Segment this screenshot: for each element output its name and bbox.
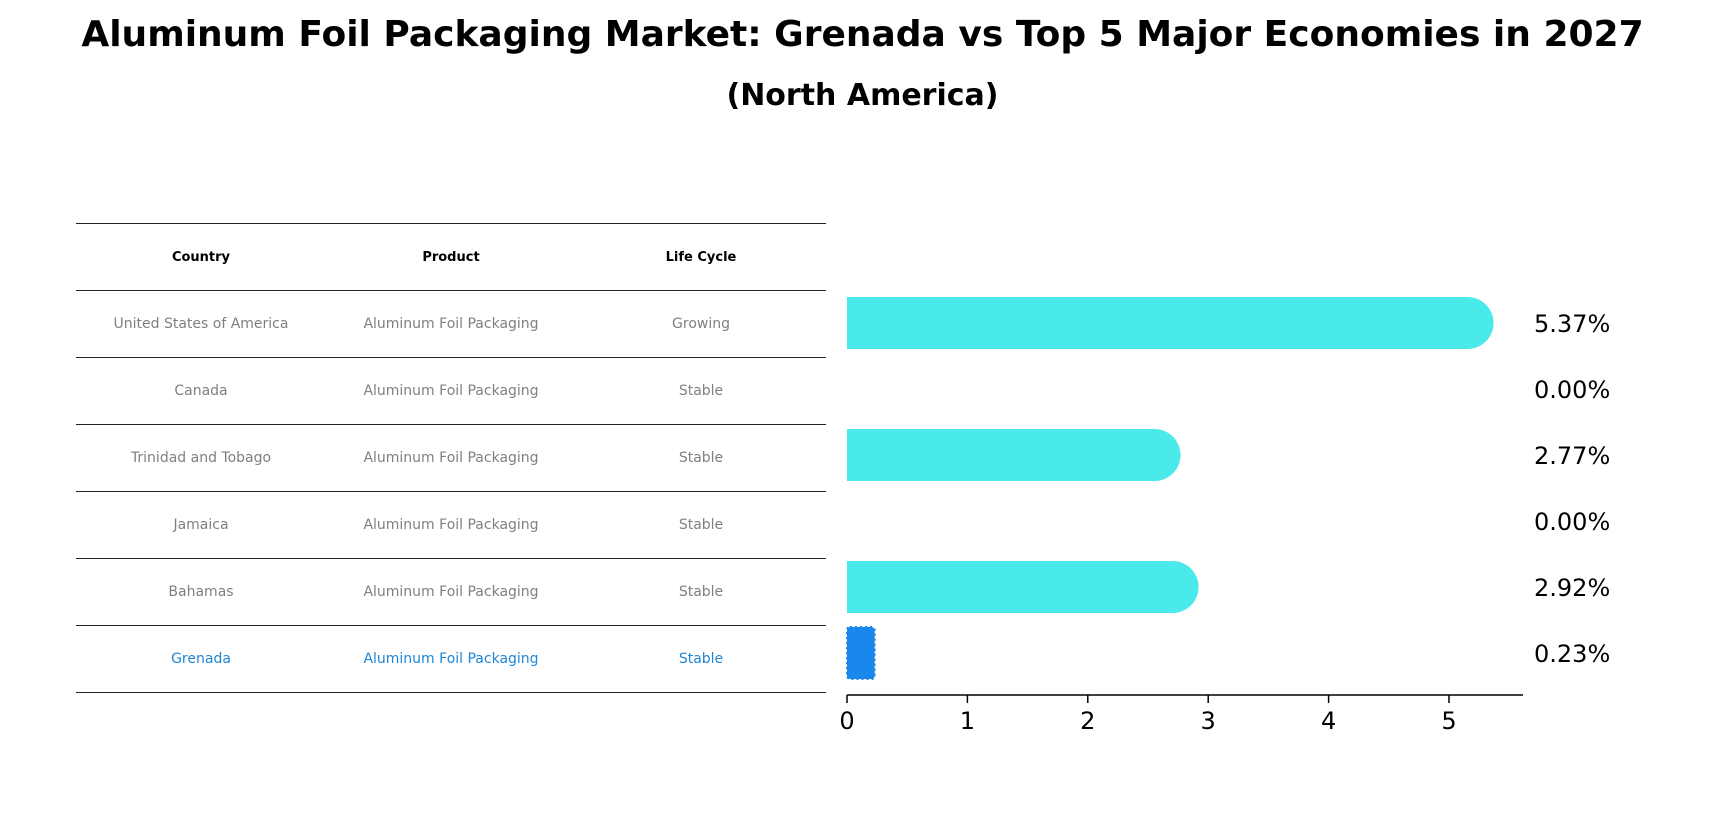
x-tick-label: 2 xyxy=(1080,707,1095,735)
chart-subtitle: (North America) xyxy=(726,78,999,113)
country-cell: Canada xyxy=(174,383,228,399)
x-tick-label: 1 xyxy=(960,707,975,735)
table-header-row: Country Product Life Cycle xyxy=(76,223,826,290)
life-cycle-cell: Stable xyxy=(678,651,724,667)
life-cycle-cell: Stable xyxy=(678,584,724,600)
country-cell: United States of America xyxy=(113,316,289,332)
header-country: Country xyxy=(171,249,231,265)
bar xyxy=(847,561,1199,613)
life-cycle-cell: Stable xyxy=(678,517,724,533)
value-label: 0.00% xyxy=(1534,376,1610,404)
table-row: Trinidad and Tobago Aluminum Foil Packag… xyxy=(76,424,826,491)
life-cycle-cell: Stable xyxy=(678,450,724,466)
header-life-cycle: Life Cycle xyxy=(665,249,737,265)
country-cell: Trinidad and Tobago xyxy=(130,450,272,466)
country-cell: Grenada xyxy=(171,651,231,667)
product-cell: Aluminum Foil Packaging xyxy=(363,651,539,667)
table-row-highlight: Grenada Aluminum Foil Packaging Stable xyxy=(76,625,826,693)
value-label: 2.92% xyxy=(1534,574,1610,602)
x-tick-label: 3 xyxy=(1201,707,1216,735)
product-cell: Aluminum Foil Packaging xyxy=(363,517,539,533)
header-product: Product xyxy=(422,249,480,265)
bar xyxy=(847,429,1181,481)
x-tick-label: 0 xyxy=(839,707,854,735)
x-tick-label: 4 xyxy=(1321,707,1336,735)
table-row: Bahamas Aluminum Foil Packaging Stable xyxy=(76,558,826,625)
product-cell: Aluminum Foil Packaging xyxy=(363,316,539,332)
country-cell: Jamaica xyxy=(173,517,229,533)
table-row: Canada Aluminum Foil Packaging Stable xyxy=(76,357,826,424)
table-row: Jamaica Aluminum Foil Packaging Stable xyxy=(76,491,826,558)
life-cycle-cell: Stable xyxy=(678,383,724,399)
data-table: Country Product Life Cycle United States… xyxy=(76,223,826,693)
value-label: 5.37% xyxy=(1534,310,1610,338)
life-cycle-cell: Growing xyxy=(672,316,730,332)
value-label: 0.23% xyxy=(1534,640,1610,668)
value-label: 0.00% xyxy=(1534,508,1610,536)
bar xyxy=(847,297,1494,349)
chart-title: Aluminum Foil Packaging Market: Grenada … xyxy=(81,14,1644,55)
x-tick-label: 5 xyxy=(1441,707,1456,735)
table-row: United States of America Aluminum Foil P… xyxy=(76,290,826,357)
product-cell: Aluminum Foil Packaging xyxy=(363,450,539,466)
bar-highlight xyxy=(846,626,876,680)
value-label: 2.77% xyxy=(1534,442,1610,470)
product-cell: Aluminum Foil Packaging xyxy=(363,584,539,600)
country-cell: Bahamas xyxy=(168,584,234,600)
product-cell: Aluminum Foil Packaging xyxy=(363,383,539,399)
